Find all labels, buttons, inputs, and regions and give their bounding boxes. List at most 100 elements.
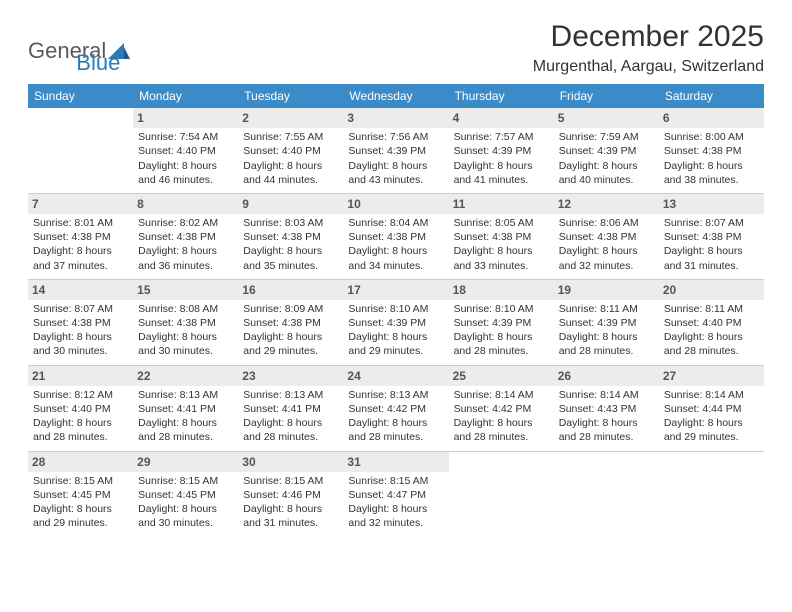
- sunset-text: Sunset: 4:46 PM: [243, 488, 338, 502]
- daylight-text: Daylight: 8 hours and 40 minutes.: [559, 159, 654, 187]
- month-title: December 2025: [533, 20, 764, 54]
- sunrise-text: Sunrise: 8:01 AM: [33, 216, 128, 230]
- sunrise-text: Sunrise: 8:15 AM: [33, 474, 128, 488]
- day-info: Sunrise: 8:15 AMSunset: 4:45 PMDaylight:…: [135, 474, 236, 531]
- sunset-text: Sunset: 4:39 PM: [559, 316, 654, 330]
- day-cell: 28Sunrise: 8:15 AMSunset: 4:45 PMDayligh…: [28, 452, 133, 537]
- sunrise-text: Sunrise: 8:03 AM: [243, 216, 338, 230]
- sunset-text: Sunset: 4:39 PM: [454, 316, 549, 330]
- sunrise-text: Sunrise: 8:14 AM: [559, 388, 654, 402]
- daylight-text: Daylight: 8 hours and 41 minutes.: [454, 159, 549, 187]
- day-number: 13: [659, 194, 764, 214]
- day-cell: [659, 452, 764, 537]
- day-cell: 20Sunrise: 8:11 AMSunset: 4:40 PMDayligh…: [659, 280, 764, 365]
- day-number: 27: [659, 366, 764, 386]
- day-number: 5: [554, 108, 659, 128]
- day-cell: 7Sunrise: 8:01 AMSunset: 4:38 PMDaylight…: [28, 194, 133, 279]
- day-cell: 23Sunrise: 8:13 AMSunset: 4:41 PMDayligh…: [238, 366, 343, 451]
- sunrise-text: Sunrise: 8:11 AM: [559, 302, 654, 316]
- day-info: Sunrise: 8:00 AMSunset: 4:38 PMDaylight:…: [661, 130, 762, 187]
- sunset-text: Sunset: 4:38 PM: [664, 230, 759, 244]
- day-info: Sunrise: 8:02 AMSunset: 4:38 PMDaylight:…: [135, 216, 236, 273]
- day-info: Sunrise: 8:06 AMSunset: 4:38 PMDaylight:…: [556, 216, 657, 273]
- day-info: Sunrise: 8:09 AMSunset: 4:38 PMDaylight:…: [240, 302, 341, 359]
- daylight-text: Daylight: 8 hours and 28 minutes.: [559, 330, 654, 358]
- day-info: Sunrise: 8:15 AMSunset: 4:46 PMDaylight:…: [240, 474, 341, 531]
- day-info: Sunrise: 7:55 AMSunset: 4:40 PMDaylight:…: [240, 130, 341, 187]
- location-label: Murgenthal, Aargau, Switzerland: [533, 58, 764, 76]
- sunrise-text: Sunrise: 8:04 AM: [348, 216, 443, 230]
- day-number: 29: [133, 452, 238, 472]
- daylight-text: Daylight: 8 hours and 28 minutes.: [138, 416, 233, 444]
- daylight-text: Daylight: 8 hours and 28 minutes.: [454, 330, 549, 358]
- day-number: 23: [238, 366, 343, 386]
- sunrise-text: Sunrise: 8:02 AM: [138, 216, 233, 230]
- day-cell: 17Sunrise: 8:10 AMSunset: 4:39 PMDayligh…: [343, 280, 448, 365]
- sunrise-text: Sunrise: 8:10 AM: [348, 302, 443, 316]
- sunset-text: Sunset: 4:39 PM: [559, 144, 654, 158]
- day-info: Sunrise: 8:14 AMSunset: 4:44 PMDaylight:…: [661, 388, 762, 445]
- day-cell: 12Sunrise: 8:06 AMSunset: 4:38 PMDayligh…: [554, 194, 659, 279]
- daylight-text: Daylight: 8 hours and 28 minutes.: [559, 416, 654, 444]
- day-info: Sunrise: 7:56 AMSunset: 4:39 PMDaylight:…: [345, 130, 446, 187]
- day-cell: 24Sunrise: 8:13 AMSunset: 4:42 PMDayligh…: [343, 366, 448, 451]
- day-number: 22: [133, 366, 238, 386]
- day-info: Sunrise: 8:13 AMSunset: 4:42 PMDaylight:…: [345, 388, 446, 445]
- day-cell: 8Sunrise: 8:02 AMSunset: 4:38 PMDaylight…: [133, 194, 238, 279]
- daylight-text: Daylight: 8 hours and 32 minutes.: [348, 502, 443, 530]
- day-number: 9: [238, 194, 343, 214]
- sunrise-text: Sunrise: 7:59 AM: [559, 130, 654, 144]
- calendar-grid: SundayMondayTuesdayWednesdayThursdayFrid…: [28, 84, 764, 536]
- sunset-text: Sunset: 4:40 PM: [138, 144, 233, 158]
- day-cell: 4Sunrise: 7:57 AMSunset: 4:39 PMDaylight…: [449, 108, 554, 193]
- sunrise-text: Sunrise: 8:15 AM: [138, 474, 233, 488]
- weekday-header: Tuesday: [238, 84, 343, 108]
- day-cell: 11Sunrise: 8:05 AMSunset: 4:38 PMDayligh…: [449, 194, 554, 279]
- sunrise-text: Sunrise: 8:10 AM: [454, 302, 549, 316]
- day-cell: 9Sunrise: 8:03 AMSunset: 4:38 PMDaylight…: [238, 194, 343, 279]
- sunset-text: Sunset: 4:38 PM: [138, 230, 233, 244]
- day-number: 16: [238, 280, 343, 300]
- sunset-text: Sunset: 4:38 PM: [243, 230, 338, 244]
- day-number: 1: [133, 108, 238, 128]
- sunset-text: Sunset: 4:45 PM: [138, 488, 233, 502]
- sunrise-text: Sunrise: 8:05 AM: [454, 216, 549, 230]
- sunset-text: Sunset: 4:40 PM: [33, 402, 128, 416]
- day-info: Sunrise: 8:13 AMSunset: 4:41 PMDaylight:…: [240, 388, 341, 445]
- day-info: Sunrise: 8:14 AMSunset: 4:42 PMDaylight:…: [451, 388, 552, 445]
- day-info: Sunrise: 8:10 AMSunset: 4:39 PMDaylight:…: [451, 302, 552, 359]
- day-cell: 25Sunrise: 8:14 AMSunset: 4:42 PMDayligh…: [449, 366, 554, 451]
- week-row: 1 Sunrise: 7:54 AMSunset: 4:40 PM Daylight…: [28, 108, 764, 194]
- daylight-text: Daylight: 8 hours and 28 minutes.: [664, 330, 759, 358]
- day-number: 18: [449, 280, 554, 300]
- day-cell: 18Sunrise: 8:10 AMSunset: 4:39 PMDayligh…: [449, 280, 554, 365]
- page-header: General Blue December 2025 Murgenthal, A…: [28, 20, 764, 76]
- sunrise-text: Sunrise: 7:54 AM: [138, 130, 233, 144]
- sunset-text: Sunset: 4:45 PM: [33, 488, 128, 502]
- sunrise-text: Sunrise: 8:13 AM: [243, 388, 338, 402]
- day-number: 4: [449, 108, 554, 128]
- day-info: Sunrise: 8:15 AMSunset: 4:45 PMDaylight:…: [30, 474, 131, 531]
- day-info: Sunrise: 8:13 AMSunset: 4:41 PMDaylight:…: [135, 388, 236, 445]
- day-number: 26: [554, 366, 659, 386]
- day-cell: 30Sunrise: 8:15 AMSunset: 4:46 PMDayligh…: [238, 452, 343, 537]
- daylight-text: Daylight: 8 hours and 37 minutes.: [33, 244, 128, 272]
- sunset-text: Sunset: 4:38 PM: [33, 230, 128, 244]
- day-info: Sunrise: 8:10 AMSunset: 4:39 PMDaylight:…: [345, 302, 446, 359]
- sunset-text: Sunset: 4:38 PM: [33, 316, 128, 330]
- day-cell: 29Sunrise: 8:15 AMSunset: 4:45 PMDayligh…: [133, 452, 238, 537]
- day-cell: 10Sunrise: 8:04 AMSunset: 4:38 PMDayligh…: [343, 194, 448, 279]
- week-row: 14Sunrise: 8:07 AMSunset: 4:38 PMDayligh…: [28, 280, 764, 366]
- day-number: 12: [554, 194, 659, 214]
- weekday-header: Saturday: [659, 84, 764, 108]
- day-cell: 22Sunrise: 8:13 AMSunset: 4:41 PMDayligh…: [133, 366, 238, 451]
- day-number: [554, 452, 659, 456]
- sunset-text: Sunset: 4:39 PM: [348, 144, 443, 158]
- sunset-text: Sunset: 4:47 PM: [348, 488, 443, 502]
- brand-logo: General Blue: [28, 20, 120, 76]
- day-info: Sunrise: 8:01 AMSunset: 4:38 PMDaylight:…: [30, 216, 131, 273]
- daylight-text: Daylight: 8 hours and 32 minutes.: [559, 244, 654, 272]
- weekday-header: Sunday: [28, 84, 133, 108]
- day-cell: 2Sunrise: 7:55 AMSunset: 4:40 PMDaylight…: [238, 108, 343, 193]
- day-cell: [554, 452, 659, 537]
